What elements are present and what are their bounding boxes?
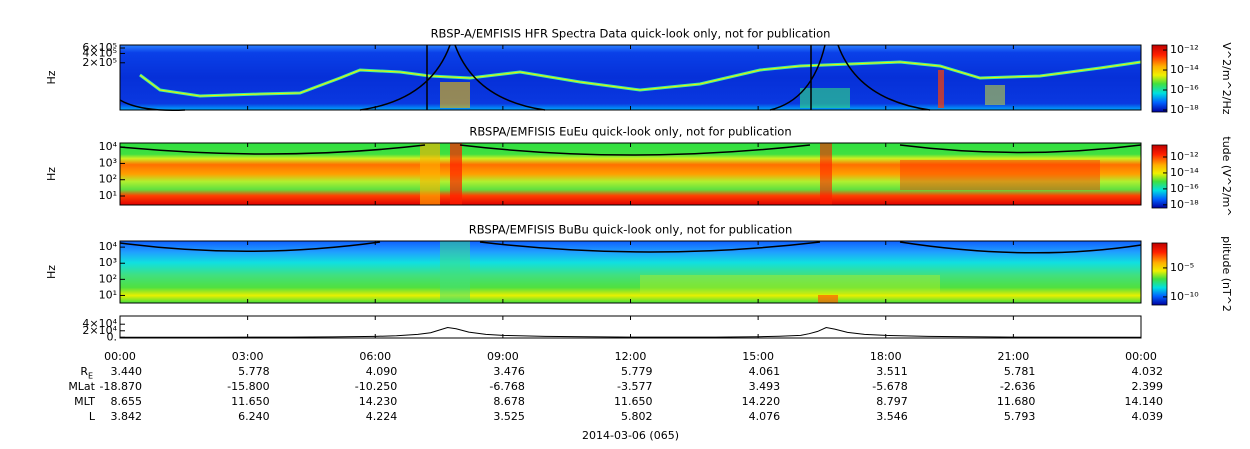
y-tick-label: 10⁴ (99, 240, 118, 253)
row-label: L (89, 410, 96, 423)
x-tick-label: 18:00 (870, 350, 902, 363)
ephemeris-value: 5.778 (238, 365, 270, 378)
ephemeris-value: 14.230 (359, 395, 398, 408)
x-tick-label: 12:00 (615, 350, 647, 363)
y-tick-label: 4×10⁵ (82, 46, 117, 59)
ephemeris-value: -6.768 (489, 380, 524, 393)
ephemeris-value: -2.636 (1000, 380, 1035, 393)
ephemeris-value: 5.793 (1004, 410, 1036, 423)
colorbar (1151, 242, 1168, 306)
y-axis-label: Hz (45, 70, 58, 84)
ephemeris-value: -15.800 (227, 380, 269, 393)
x-tick-label: 00:00 (1125, 350, 1157, 363)
colorbar-tick-label: 10⁻¹⁶ (1170, 83, 1199, 96)
y-tick-label: 4×10⁴ (82, 317, 117, 330)
ephemeris-value: 3.493 (749, 380, 781, 393)
ephemeris-value: 4.061 (749, 365, 781, 378)
ephemeris-value: 4.224 (366, 410, 398, 423)
data-line (120, 326, 1142, 338)
colorbar-tick-label: 10⁻¹⁶ (1170, 182, 1199, 195)
colorbar (1151, 44, 1168, 113)
panel-title: RBSPA/EMFISIS BuBu quick-look only, not … (469, 223, 793, 237)
y-tick-label: 10² (99, 272, 117, 285)
ephemeris-value: 5.802 (621, 410, 653, 423)
ephemeris-value: 4.076 (749, 410, 781, 423)
colorbar-tick-label: 10⁻¹⁴ (1170, 63, 1199, 76)
x-tick-label: 09:00 (487, 350, 519, 363)
ephemeris-value: 3.546 (876, 410, 908, 423)
ephemeris-value: 3.525 (493, 410, 525, 423)
ephemeris-value: -18.870 (100, 380, 142, 393)
y-tick-label: 2×10⁴ (82, 324, 117, 337)
ephemeris-value: 11.650 (231, 395, 270, 408)
row-label: R (80, 365, 88, 378)
colorbar-tick-label: 10⁻⁵ (1170, 261, 1194, 274)
colorbar-label: tude (V^2/m^ (1220, 136, 1233, 216)
ephemeris-value: 4.032 (1132, 365, 1164, 378)
ephemeris-value: 8.797 (876, 395, 908, 408)
ephemeris-value: 8.678 (493, 395, 525, 408)
ephemeris-value: 3.511 (876, 365, 908, 378)
x-tick-label: 03:00 (232, 350, 264, 363)
ephemeris-value: 4.039 (1132, 410, 1164, 423)
colorbar-tick-label: 10⁻¹⁰ (1170, 290, 1199, 303)
row-label-sub: E (88, 372, 93, 381)
y-tick-label: 10³ (99, 256, 117, 269)
ephemeris-value: 11.680 (997, 395, 1036, 408)
ephemeris-value: 5.779 (621, 365, 653, 378)
panel-title: RBSPA/EMFISIS EuEu quick-look only, not … (469, 125, 791, 139)
colorbar-tick-label: 10⁻¹² (1170, 150, 1199, 163)
ephemeris-value: 4.090 (366, 365, 398, 378)
y-tick-label: 10³ (99, 156, 117, 169)
ephemeris-value: 2.399 (1132, 380, 1164, 393)
colorbar-tick-label: 10⁻¹⁸ (1170, 103, 1199, 116)
colorbar-label: V^2/m^2/Hz (1220, 42, 1233, 114)
ephemeris-value: 3.476 (493, 365, 525, 378)
y-tick-label: 10⁴ (99, 140, 118, 153)
ephemeris-value: 6.240 (238, 410, 270, 423)
y-tick-label: 10² (99, 173, 117, 186)
spectrogram-art (119, 44, 1142, 303)
ephemeris-value: -5.678 (872, 380, 907, 393)
date-label: 2014-03-06 (065) (582, 429, 679, 442)
ephemeris-value: 3.842 (111, 410, 143, 423)
ephemeris-value: -3.577 (617, 380, 652, 393)
x-tick-label: 21:00 (998, 350, 1030, 363)
ephemeris-value: 14.140 (1125, 395, 1164, 408)
panel-title: RBSP-A/EMFISIS HFR Spectra Data quick-lo… (431, 27, 831, 41)
ephemeris-value: 14.220 (742, 395, 781, 408)
colorbar (1151, 144, 1168, 209)
y-tick-label: 6×10⁵ (82, 41, 117, 54)
ephemeris-value: 11.650 (614, 395, 653, 408)
y-tick-label: 2×10⁵ (82, 56, 117, 69)
ephemeris-value: 3.440 (111, 365, 143, 378)
colorbar-tick-label: 10⁻¹² (1170, 43, 1199, 56)
row-label: MLat (68, 380, 95, 393)
ephemeris-value: 8.655 (111, 395, 143, 408)
y-axis-label: Hz (45, 265, 58, 279)
y-axis-label: Hz (45, 167, 58, 181)
x-tick-label: 06:00 (359, 350, 391, 363)
colorbar-tick-label: 10⁻¹⁴ (1170, 166, 1199, 179)
x-tick-label: 15:00 (742, 350, 774, 363)
y-tick-label: 10¹ (99, 288, 117, 301)
ephemeris-value: -10.250 (355, 380, 397, 393)
colorbar-tick-label: 10⁻¹⁸ (1170, 198, 1199, 211)
y-tick-label: 10¹ (99, 189, 117, 202)
y-tick-label: 0. (107, 330, 118, 343)
x-tick-label: 00:00 (104, 350, 136, 363)
row-label: MLT (74, 395, 95, 408)
ephemeris-value: 5.781 (1004, 365, 1036, 378)
colorbar-label: plitude (nT^2 (1220, 236, 1233, 312)
